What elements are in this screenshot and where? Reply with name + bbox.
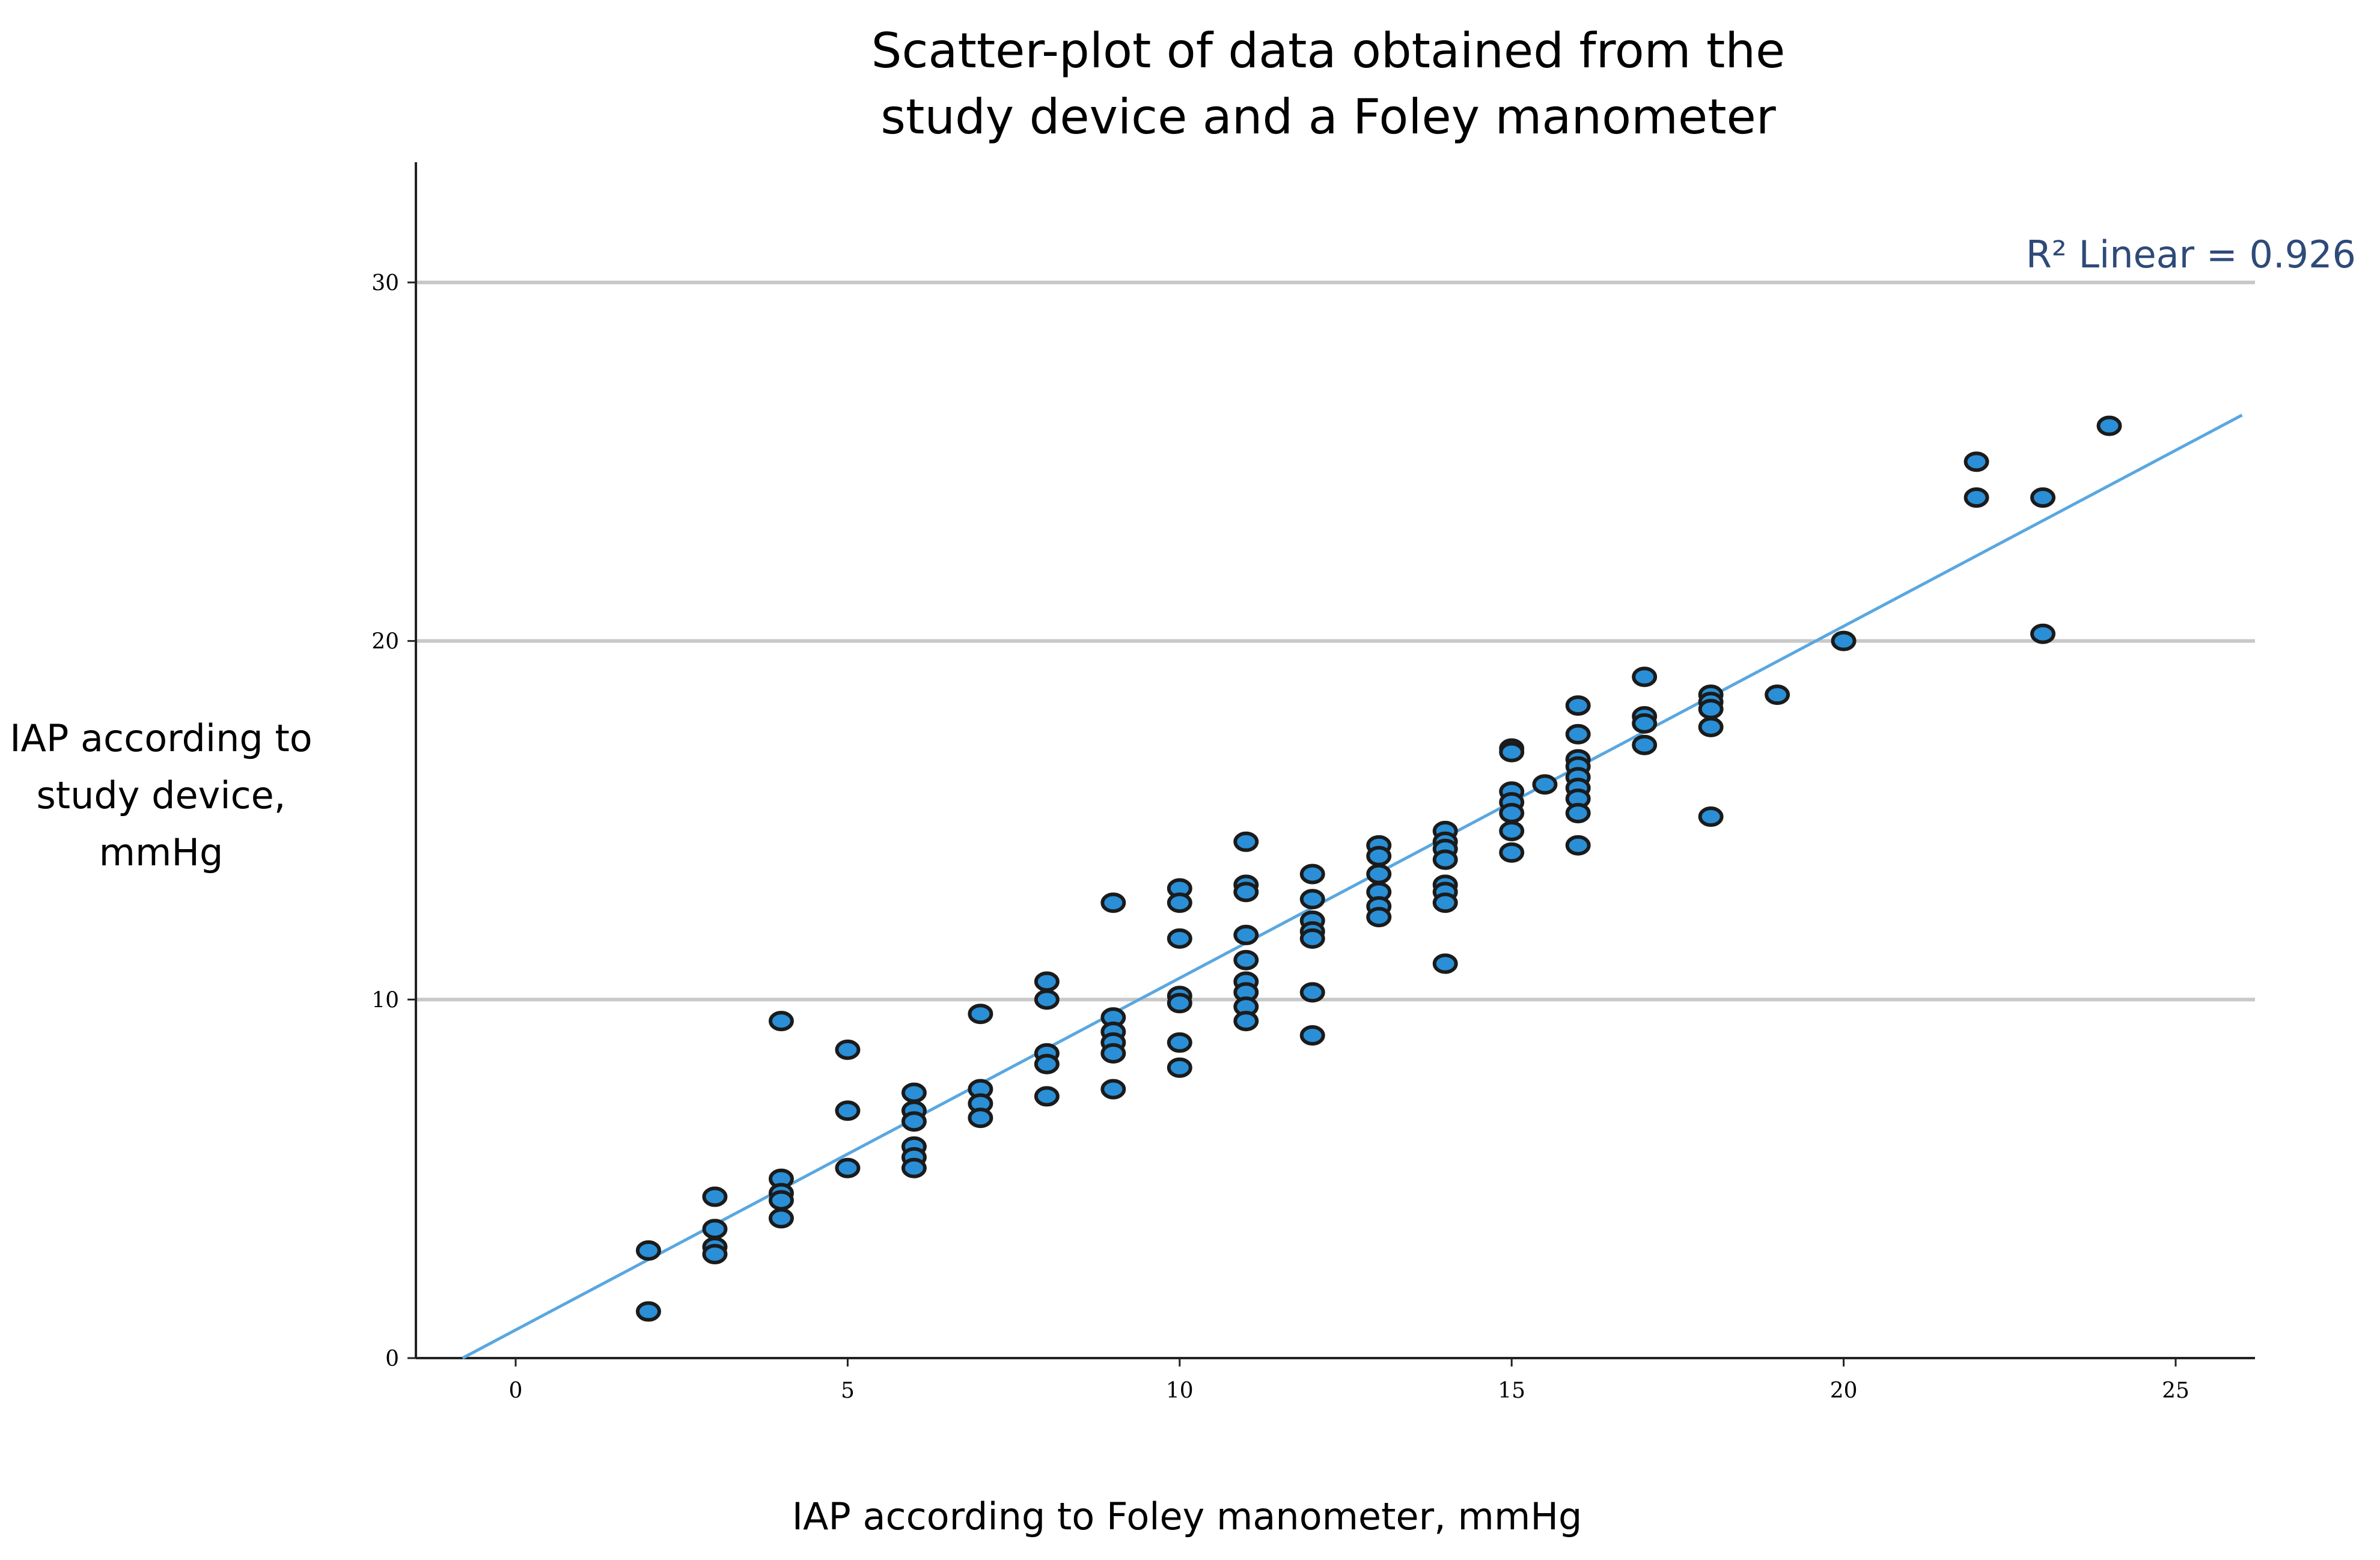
scatter-point [2096, 415, 2122, 436]
y-tick-label: 0 [385, 1347, 399, 1371]
scatter-point [1698, 699, 1724, 720]
scatter-point [1034, 1053, 1060, 1074]
scatter-point [901, 1157, 927, 1178]
scatter-point [1167, 993, 1192, 1014]
scatter-point [1432, 849, 1458, 870]
scatter-point [1831, 630, 1857, 651]
y-axis-title-line-2: study device, [36, 773, 285, 817]
scatter-point [1499, 820, 1525, 841]
x-tick-label: 15 [1498, 1379, 1525, 1403]
scatter-point [1565, 803, 1591, 824]
scatter-point [1698, 806, 1724, 827]
scatter-point [1100, 1079, 1126, 1100]
scatter-point [1233, 831, 1259, 852]
scatter-point [1698, 716, 1724, 737]
y-tick-label: 10 [371, 988, 399, 1013]
scatter-point [835, 1157, 861, 1178]
scatter-point [1100, 1043, 1126, 1064]
scatter-point [1299, 928, 1325, 949]
scatter-point [901, 1082, 927, 1103]
scatter-point [1964, 487, 1989, 508]
y-tick-label: 30 [371, 271, 399, 296]
scatter-point [1432, 892, 1458, 913]
x-tick-label: 10 [1166, 1379, 1194, 1403]
y-tick-label: 20 [371, 630, 399, 654]
chart-title-line-2: study device and a Foley manometer [880, 89, 1776, 145]
scatter-point [835, 1100, 861, 1121]
scatter-point [901, 1111, 927, 1132]
y-axis-title-line-1: IAP according to [10, 716, 312, 760]
scatter-point [1167, 892, 1192, 913]
x-axis-title: IAP according to Foley manometer, mmHg [792, 1494, 1582, 1538]
scatter-point [1532, 774, 1558, 795]
scatter-point [768, 1208, 794, 1229]
scatter-point [1964, 451, 1989, 472]
scatter-point [1233, 949, 1259, 970]
scatter-point [1299, 864, 1325, 885]
scatter-point [1299, 1025, 1325, 1046]
scatter-point [1366, 907, 1392, 928]
x-tick-label: 5 [841, 1379, 855, 1403]
scatter-point [1233, 882, 1259, 903]
scatter-point [1299, 982, 1325, 1003]
scatter-point [1233, 924, 1259, 945]
y-ticks: 0 10 20 30 [371, 271, 416, 1371]
scatter-point [1632, 666, 1658, 687]
scatter-point [1366, 864, 1392, 885]
scatter-point [1432, 953, 1458, 974]
scatter-point [1565, 835, 1591, 856]
data-points [635, 415, 2122, 1322]
x-tick-label: 0 [509, 1379, 523, 1403]
scatter-point [702, 1186, 728, 1207]
fit-line-group [462, 413, 2243, 1360]
scatter-point [768, 1190, 794, 1211]
axes [415, 162, 2255, 1359]
scatter-point [635, 1301, 661, 1322]
scatter-point [1499, 842, 1525, 863]
scatter-point [1167, 1057, 1192, 1078]
scatter-point [1632, 713, 1658, 734]
chart-title-line-1: Scatter-plot of data obtained from the [871, 23, 1786, 79]
scatter-point [1565, 695, 1591, 716]
gridlines [416, 281, 2255, 1002]
x-tick-label: 25 [2162, 1379, 2189, 1403]
scatter-point [1499, 803, 1525, 824]
scatter-point [1632, 734, 1658, 755]
scatter-point [835, 1039, 861, 1060]
scatter-point [1366, 846, 1392, 867]
r2-linear-label: R² Linear = 0.926 [2026, 233, 2356, 276]
scatter-point [1233, 1011, 1259, 1032]
scatter-point [1167, 928, 1192, 949]
y-axis-title-line-3: mmHg [99, 830, 224, 874]
scatter-point [1765, 684, 1790, 705]
scatter-point [702, 1219, 728, 1240]
scatter-point [702, 1243, 728, 1264]
scatter-point [1565, 724, 1591, 745]
scatter-point [1167, 1032, 1192, 1053]
scatter-point [1100, 892, 1126, 913]
scatter-point [968, 1108, 993, 1129]
scatter-point [768, 1011, 794, 1032]
x-tick-label: 20 [1830, 1379, 1858, 1403]
scatter-point [2030, 623, 2056, 644]
scatter-point [968, 1004, 993, 1025]
scatter-point [1034, 989, 1060, 1010]
scatter-point [1499, 742, 1525, 763]
regression-line [462, 413, 2243, 1360]
scatter-point [1299, 889, 1325, 910]
x-ticks: 0 5 10 15 20 25 [509, 1358, 2189, 1403]
scatter-point [635, 1240, 661, 1261]
scatter-point [2030, 487, 2056, 508]
scatter-point [1034, 1086, 1060, 1107]
scatter-point [1034, 971, 1060, 992]
